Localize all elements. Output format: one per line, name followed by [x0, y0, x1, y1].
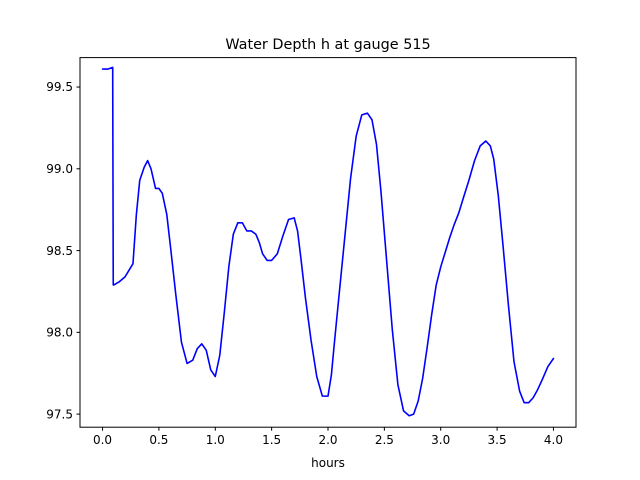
x-tick-label: 2.5 — [375, 433, 394, 447]
x-tick-label: 0.5 — [149, 433, 168, 447]
x-tick-label: 0.0 — [93, 433, 112, 447]
y-tick-label: 99.5 — [46, 80, 73, 94]
plot-area — [101, 66, 555, 417]
x-tick-label: 2.0 — [318, 433, 337, 447]
chart-title: Water Depth h at gauge 515 — [225, 37, 430, 53]
axes-frame — [79, 57, 577, 428]
x-tick-label: 3.0 — [431, 433, 450, 447]
y-tick-label: 98.0 — [46, 326, 73, 340]
x-axis-label: hours — [311, 456, 345, 470]
axis-ticks: 0.0 0.5 1.0 1.5 2.0 2.5 3.0 3.5 4.0 97.5 98.0 98.5 9… — [46, 80, 563, 447]
series-line — [101, 66, 555, 417]
x-tick-label: 3.5 — [488, 433, 507, 447]
x-tick-label: 4.0 — [544, 433, 563, 447]
y-tick-label: 98.5 — [46, 244, 73, 258]
x-tick-label: 1.5 — [262, 433, 281, 447]
y-tick-label: 97.5 — [46, 407, 73, 421]
x-tick-label: 1.0 — [206, 433, 225, 447]
y-tick-label: 99.0 — [46, 162, 73, 176]
